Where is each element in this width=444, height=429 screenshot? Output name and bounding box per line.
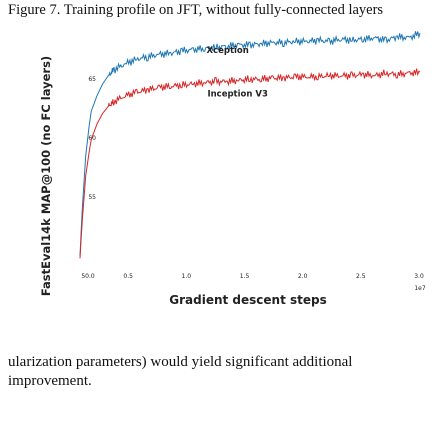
- x-tick-label: 1.0: [182, 273, 192, 280]
- y-tick-label: 65: [88, 76, 96, 83]
- body-text-line-2: improvement.: [8, 373, 92, 389]
- y-tick-label: 55: [88, 194, 96, 201]
- training-profile-chart: FastEval14k MAP@100 (no FC layers) 55 60 6…: [39, 31, 426, 307]
- y-ticks: 55 60 65 50.0: [81, 76, 96, 280]
- origin-tick-label: 50.0: [81, 273, 95, 280]
- y-axis-label: FastEval14k MAP@100 (no FC layers): [39, 56, 53, 296]
- x-axis-label: Gradient descent steps: [169, 293, 327, 307]
- x-ticks: 0.5 1.0 1.5 2.0 2.5 3.0: [123, 273, 424, 280]
- x-tick-label: 3.0: [414, 273, 424, 280]
- x-tick-label: 2.5: [356, 273, 366, 280]
- series-line-0: [79, 31, 421, 257]
- annotation-label: Xception: [207, 46, 249, 56]
- body-text: ularization parameters) would yield sign…: [8, 353, 436, 391]
- figure-caption: Figure 7. Training profile on JFT, witho…: [8, 2, 384, 18]
- y-tick-label: 60: [88, 135, 96, 142]
- x-tick-label: 0.5: [123, 273, 133, 280]
- x-axis-offset-label: 1e7: [414, 285, 426, 292]
- series-lines: [79, 31, 421, 259]
- series-line-1: [79, 68, 421, 259]
- x-tick-label: 1.5: [240, 273, 250, 280]
- body-text-line-1: ularization parameters) would yield sign…: [8, 354, 353, 370]
- x-tick-label: 2.0: [298, 273, 308, 280]
- annotations: Xception Inception V3: [207, 46, 268, 99]
- annotation-label: Inception V3: [207, 90, 268, 100]
